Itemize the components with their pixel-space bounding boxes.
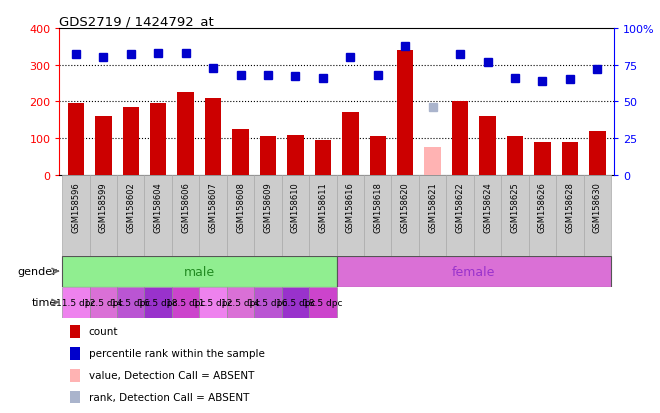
Text: time: time (32, 297, 57, 308)
Bar (507, 137, 523, 176)
Text: GSM158599: GSM158599 (99, 182, 108, 233)
Text: GSM158607: GSM158607 (209, 182, 218, 233)
Bar (67, 104, 84, 176)
Text: 11.5 dpc: 11.5 dpc (56, 298, 96, 307)
Bar (150, 104, 166, 176)
Bar (62, 256, 337, 287)
Text: GSM158611: GSM158611 (318, 182, 327, 233)
Bar (145, 176, 172, 256)
Text: GSM158610: GSM158610 (291, 182, 300, 233)
Text: rank, Detection Call = ABSENT: rank, Detection Call = ABSENT (89, 392, 249, 402)
Bar (364, 176, 391, 256)
Bar (282, 287, 309, 318)
Text: GSM158628: GSM158628 (566, 182, 574, 233)
Text: 18.5 dpc: 18.5 dpc (303, 298, 343, 307)
Bar (62, 287, 90, 318)
Bar (178, 93, 194, 176)
Text: GSM158621: GSM158621 (428, 182, 437, 233)
Bar (562, 142, 578, 176)
Text: GSM158608: GSM158608 (236, 182, 245, 233)
Bar (479, 117, 496, 176)
Text: GSM158596: GSM158596 (71, 182, 81, 233)
Bar (172, 287, 199, 318)
Text: female: female (452, 265, 496, 278)
Bar (452, 102, 469, 176)
Text: 16.5 dpc: 16.5 dpc (276, 298, 315, 307)
Bar (199, 287, 227, 318)
Bar (90, 176, 117, 256)
Text: GSM158602: GSM158602 (126, 182, 135, 233)
Bar (342, 113, 358, 176)
Text: 14.5 dpc: 14.5 dpc (248, 298, 288, 307)
Bar (534, 142, 550, 176)
Bar (397, 51, 413, 176)
Bar (117, 287, 145, 318)
Text: 16.5 dpc: 16.5 dpc (139, 298, 178, 307)
Bar (205, 99, 221, 176)
Text: male: male (183, 265, 215, 278)
Bar (282, 176, 309, 256)
Bar (391, 176, 419, 256)
Text: GSM158606: GSM158606 (181, 182, 190, 233)
Bar (227, 176, 254, 256)
Bar (309, 176, 337, 256)
Bar (172, 176, 199, 256)
Bar (337, 256, 611, 287)
Text: value, Detection Call = ABSENT: value, Detection Call = ABSENT (89, 370, 254, 380)
Bar (117, 176, 145, 256)
Bar (424, 148, 441, 176)
Text: percentile rank within the sample: percentile rank within the sample (89, 349, 265, 358)
Text: GSM158604: GSM158604 (154, 182, 163, 233)
Bar (123, 108, 139, 176)
Text: GDS2719 / 1424792_at: GDS2719 / 1424792_at (59, 15, 214, 28)
Text: gender: gender (17, 266, 57, 277)
Text: GSM158616: GSM158616 (346, 182, 355, 233)
Text: GSM158630: GSM158630 (593, 182, 602, 233)
Bar (529, 176, 556, 256)
Bar (556, 176, 583, 256)
Bar (254, 176, 282, 256)
Text: 11.5 dpc: 11.5 dpc (193, 298, 233, 307)
Bar (337, 176, 364, 256)
Bar (71, 369, 81, 382)
Text: GSM158622: GSM158622 (455, 182, 465, 233)
Bar (199, 176, 227, 256)
Text: 18.5 dpc: 18.5 dpc (166, 298, 205, 307)
Text: GSM158624: GSM158624 (483, 182, 492, 233)
Bar (90, 287, 117, 318)
Bar (95, 117, 112, 176)
Bar (227, 287, 254, 318)
Bar (254, 287, 282, 318)
Bar (502, 176, 529, 256)
Bar (71, 391, 81, 404)
Text: count: count (89, 327, 118, 337)
Bar (589, 131, 606, 176)
Text: 12.5 dpc: 12.5 dpc (221, 298, 260, 307)
Bar (474, 176, 502, 256)
Bar (71, 347, 81, 360)
Text: 14.5 dpc: 14.5 dpc (111, 298, 150, 307)
Text: GSM158609: GSM158609 (263, 182, 273, 233)
Bar (583, 176, 611, 256)
Text: 12.5 dpc: 12.5 dpc (84, 298, 123, 307)
Bar (260, 137, 277, 176)
Bar (145, 287, 172, 318)
Text: GSM158626: GSM158626 (538, 182, 547, 233)
Bar (315, 141, 331, 176)
Bar (287, 135, 304, 176)
Bar (370, 137, 386, 176)
Bar (232, 130, 249, 176)
Bar (62, 176, 90, 256)
Bar (446, 176, 474, 256)
Text: GSM158620: GSM158620 (401, 182, 410, 233)
Bar (419, 176, 446, 256)
Text: GSM158625: GSM158625 (510, 182, 519, 233)
Bar (309, 287, 337, 318)
Text: GSM158618: GSM158618 (374, 182, 382, 233)
Bar (71, 325, 81, 338)
